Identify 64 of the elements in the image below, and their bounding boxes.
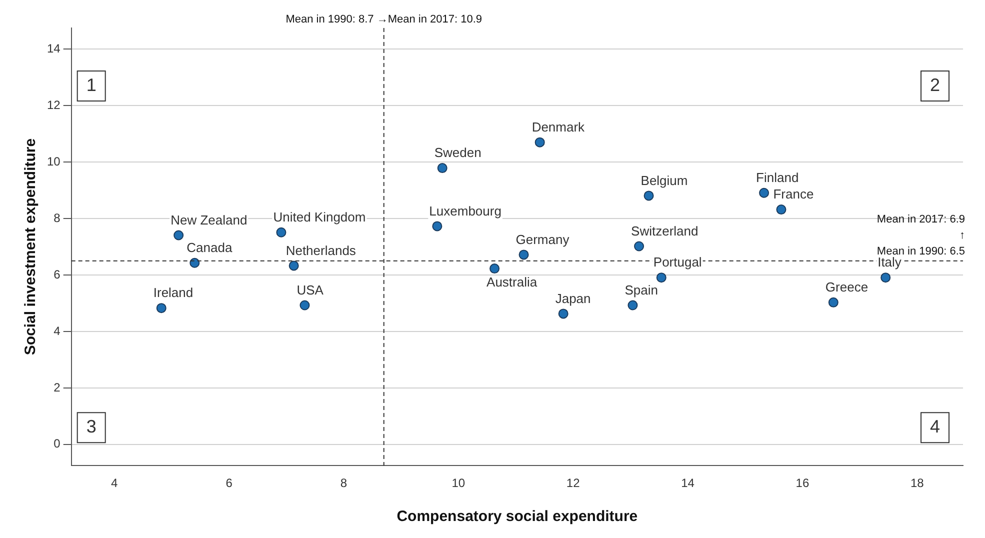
point — [634, 241, 644, 252]
y-tick-label: 6 — [54, 267, 61, 282]
annotation: Spain — [624, 282, 658, 298]
y-tick-label: 2 — [54, 380, 61, 394]
point — [174, 230, 184, 240]
point — [759, 188, 770, 198]
ref-line-label: Mean in 2017: 6.9 ↑ Mean in 1990: 6.5 — [876, 213, 965, 258]
point — [432, 221, 442, 232]
point — [276, 227, 286, 238]
x-tick-label: 4 — [111, 476, 118, 490]
point — [518, 250, 529, 260]
annotation: 3 — [86, 416, 96, 437]
annotation: United Kingdom — [273, 209, 366, 224]
y-tick-label: 4 — [54, 324, 61, 338]
annotation: Portugal — [653, 254, 702, 270]
x-tick-label: 18 — [910, 476, 924, 490]
annotation: France — [773, 186, 814, 202]
x-axis-title: Compensatory social expenditure — [396, 508, 638, 526]
point — [288, 260, 299, 271]
point — [437, 163, 448, 174]
annotation: Netherlands — [286, 242, 356, 258]
point — [880, 272, 891, 283]
ref-line-label: Mean in 1990: 8.7 →Mean in 2017: 10.9 — [286, 14, 482, 26]
y-tick-label: 14 — [46, 41, 61, 56]
annotation: 1 — [86, 74, 96, 95]
x-tick-label: 16 — [796, 476, 810, 490]
annotation: Canada — [186, 240, 233, 255]
x-tick-label: 8 — [340, 476, 348, 490]
point — [156, 303, 166, 314]
point — [300, 300, 310, 310]
y-tick-label: 8 — [54, 210, 61, 225]
annotation: Germany — [516, 232, 570, 247]
y-tick-label: 12 — [46, 98, 61, 112]
point — [558, 308, 568, 319]
point — [190, 258, 200, 268]
annotation: Belgium — [640, 172, 688, 188]
point — [628, 300, 638, 310]
point — [490, 264, 500, 274]
y-tick-label: 0 — [54, 436, 61, 451]
annotation: New Zealand — [170, 212, 248, 228]
y-axis-title: Social investment expenditure — [22, 138, 40, 356]
annotation: Finland — [756, 170, 799, 185]
annotation: Denmark — [532, 119, 586, 134]
annotation: Greece — [825, 279, 868, 294]
annotation: Japan — [555, 290, 591, 306]
point — [828, 297, 838, 308]
annotation: Switzerland — [631, 223, 698, 238]
x-tick-label: 6 — [226, 476, 233, 490]
x-tick-label: 10 — [452, 476, 466, 490]
x-tick-label: 12 — [566, 476, 580, 490]
annotation: Luxembourg — [429, 203, 502, 218]
point — [534, 137, 545, 148]
annotation: Ireland — [153, 285, 194, 300]
annotation: Australia — [486, 274, 538, 290]
y-tick-label: 10 — [46, 154, 61, 168]
point — [776, 204, 786, 215]
x-tick-label: 14 — [681, 476, 695, 490]
annotation: 2 — [930, 74, 940, 95]
annotation: Italy — [878, 254, 902, 270]
annotation: 4 — [930, 416, 940, 437]
annotation: Sweden — [434, 145, 482, 160]
annotation: USA — [296, 282, 324, 298]
point — [656, 272, 666, 283]
point — [644, 190, 654, 201]
